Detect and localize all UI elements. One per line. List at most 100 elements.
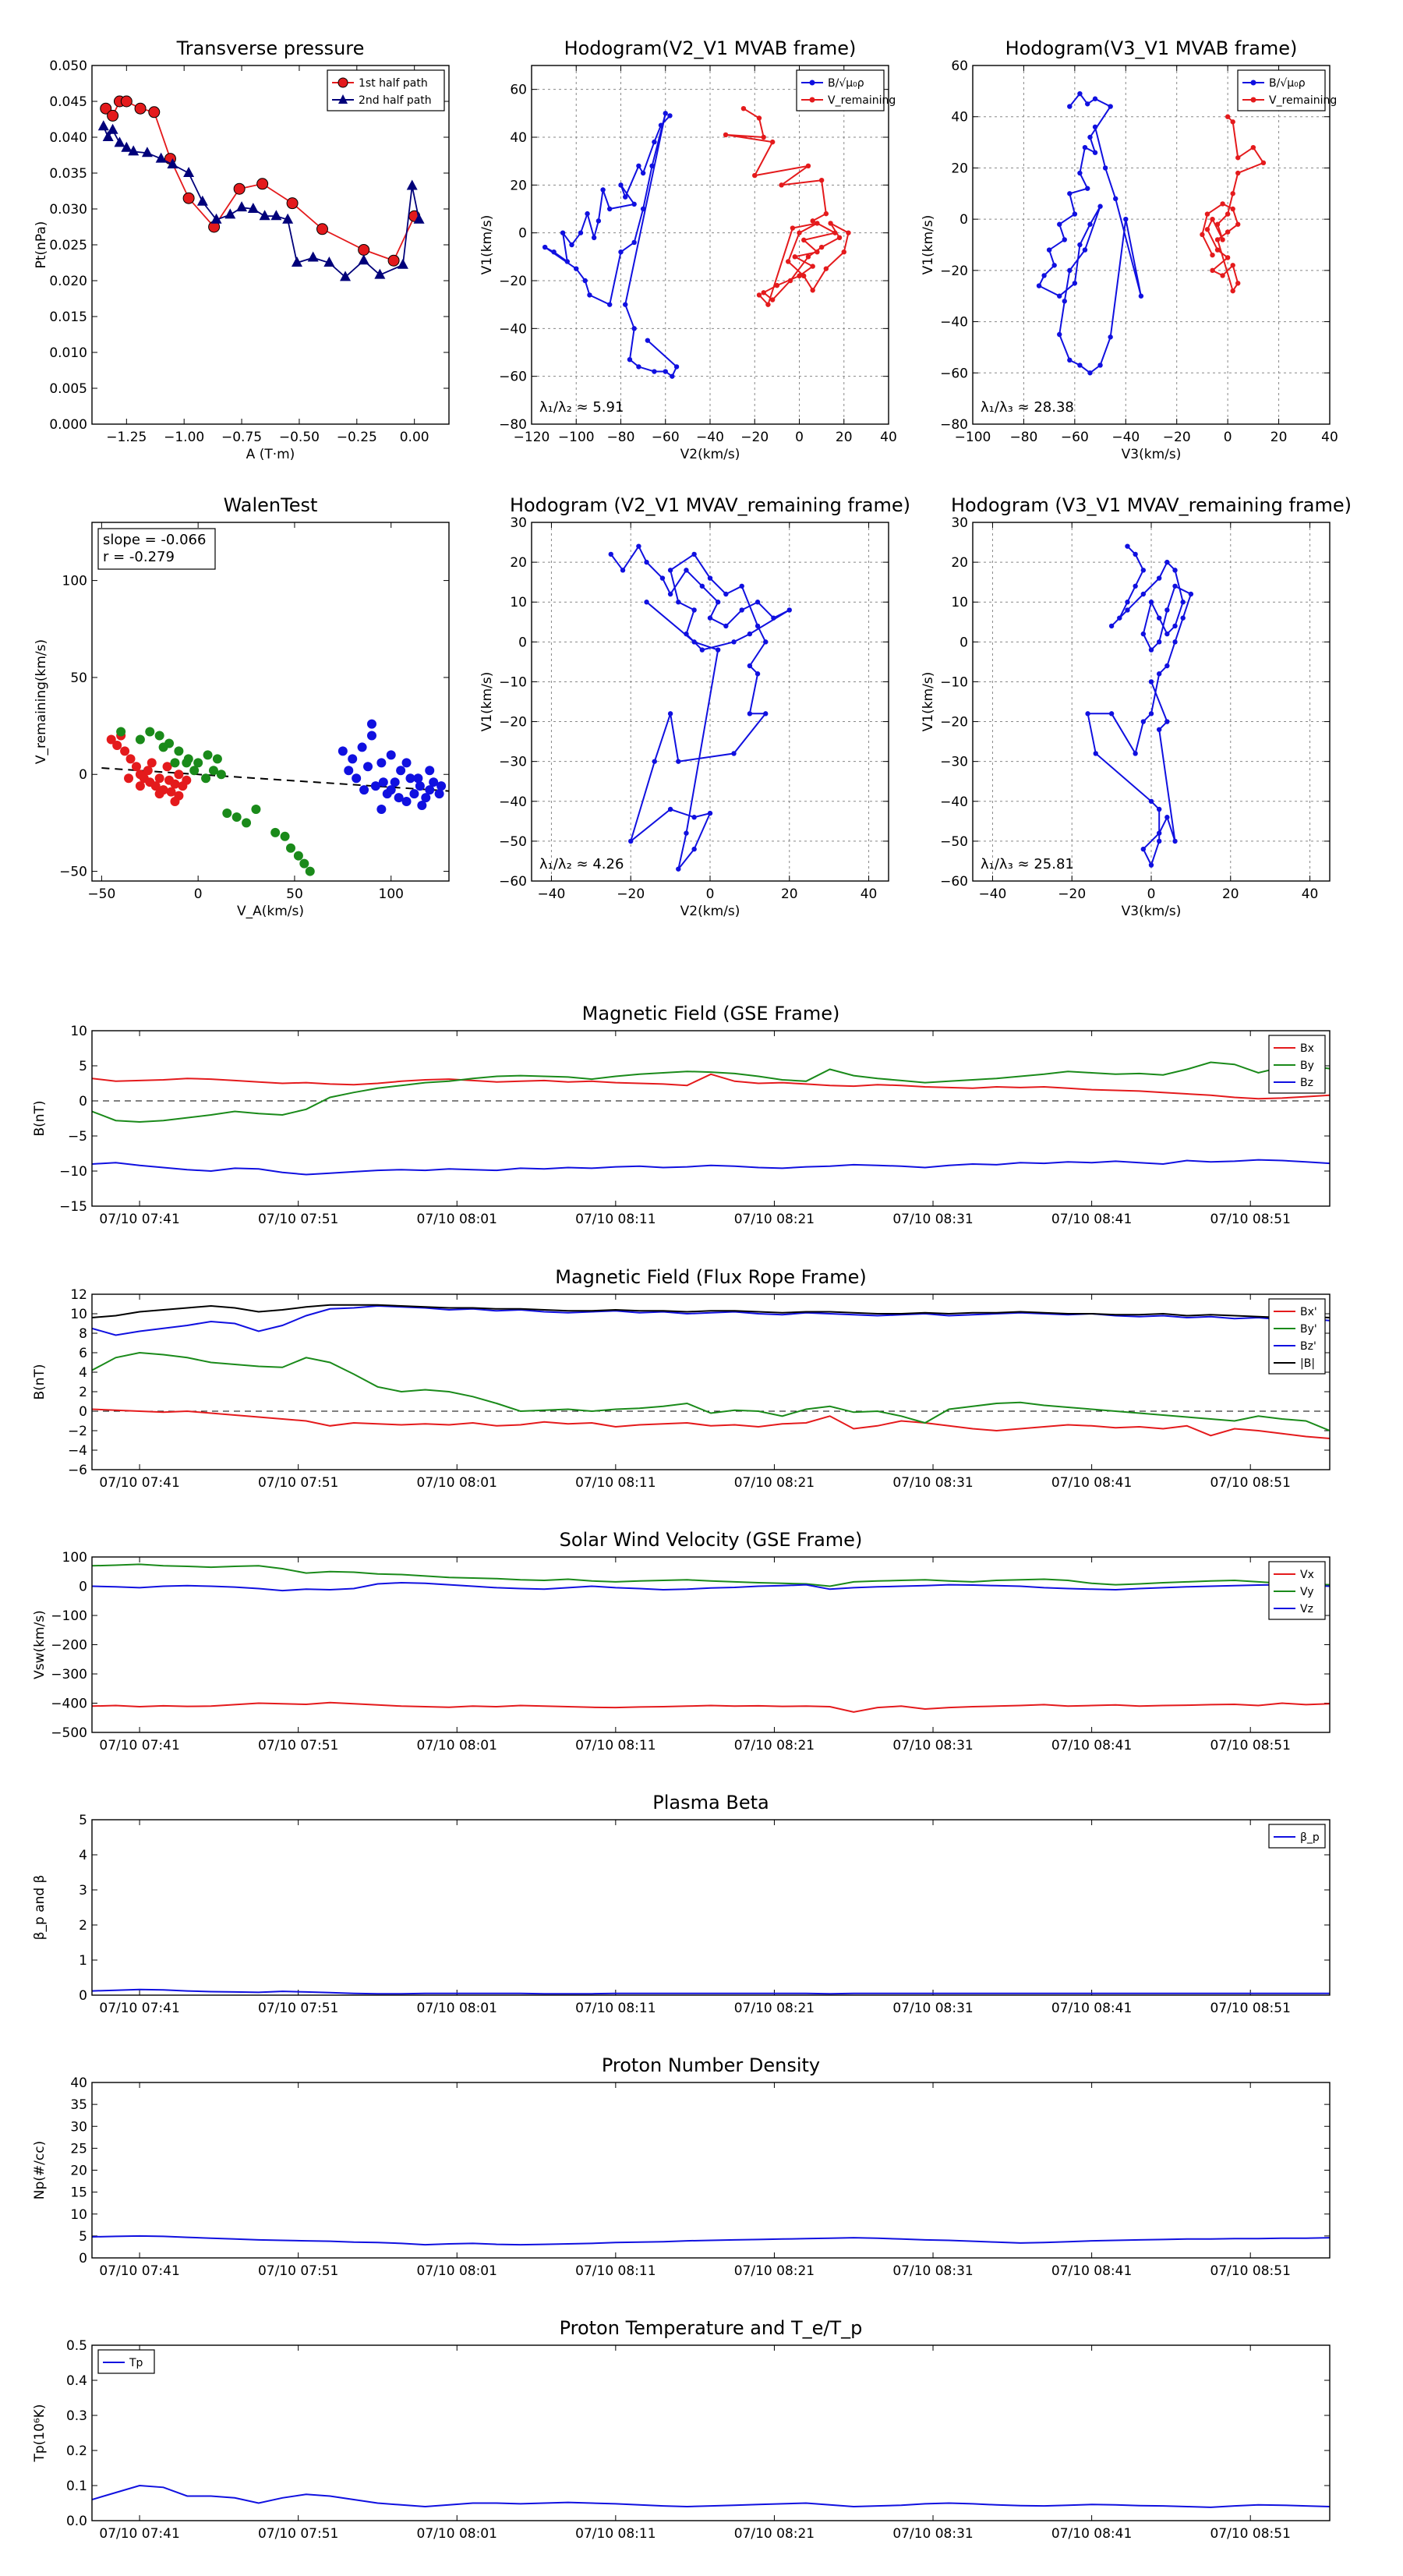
scatter-point bbox=[112, 740, 122, 750]
data-marker bbox=[1164, 663, 1170, 669]
legend-marker bbox=[1250, 80, 1256, 86]
data-marker bbox=[805, 254, 811, 260]
chart-wt: WalenTest −50 0 50 100 −50 0 50 100 V_A(km/s) V_re… bbox=[34, 494, 450, 919]
axes-frame bbox=[972, 522, 1331, 882]
scatter-point bbox=[125, 754, 136, 764]
series--b--line bbox=[92, 1304, 1330, 1319]
data-marker bbox=[755, 623, 761, 629]
data-marker bbox=[114, 136, 125, 147]
data-marker bbox=[707, 575, 713, 581]
legend: B/√μ₀ρ V_remaining bbox=[1237, 69, 1337, 111]
data-marker bbox=[631, 201, 637, 207]
data-marker bbox=[1140, 631, 1147, 637]
data-marker bbox=[1200, 232, 1205, 238]
x-tick-label: 07/10 08:31 bbox=[892, 1738, 973, 1753]
scatter-point bbox=[158, 742, 168, 752]
data-marker bbox=[636, 543, 641, 549]
x-tick-label: 07/10 08:51 bbox=[1210, 1212, 1291, 1227]
x-tick-label: 40 bbox=[861, 886, 878, 902]
scatter-point bbox=[242, 818, 252, 828]
data-marker bbox=[1133, 551, 1138, 557]
data-marker bbox=[128, 145, 140, 156]
y-tick-label: 0 bbox=[79, 1094, 87, 1109]
x-tick-label: 07/10 08:41 bbox=[1051, 2263, 1132, 2279]
scatter-point bbox=[337, 746, 348, 756]
x-tick-label: 07/10 08:31 bbox=[892, 1212, 973, 1227]
data-marker bbox=[1225, 114, 1231, 119]
data-marker bbox=[723, 623, 729, 629]
data-marker bbox=[1123, 216, 1129, 222]
x-axis-label: V3(km/s) bbox=[1122, 904, 1182, 919]
data-marker bbox=[723, 132, 729, 138]
scatter-point bbox=[120, 746, 130, 756]
data-marker bbox=[1097, 203, 1103, 209]
data-marker bbox=[1133, 751, 1138, 756]
series-vy-line bbox=[92, 1563, 1330, 1587]
data-marker bbox=[797, 273, 802, 279]
data-marker bbox=[1067, 104, 1073, 109]
x-tick-label: 07/10 07:51 bbox=[258, 1738, 338, 1753]
data-marker bbox=[1230, 206, 1235, 212]
data-marker bbox=[786, 607, 792, 613]
x-tick-label: 07/10 08:11 bbox=[575, 2526, 656, 2542]
data-marker bbox=[841, 249, 846, 255]
data-marker bbox=[627, 357, 633, 363]
series-b--line bbox=[544, 113, 678, 378]
x-tick-label: 07/10 07:41 bbox=[99, 2526, 179, 2542]
data-marker bbox=[747, 711, 753, 717]
scatter-point bbox=[182, 758, 192, 768]
data-marker bbox=[707, 810, 713, 816]
scatter-point bbox=[366, 731, 376, 741]
data-marker bbox=[823, 266, 829, 271]
axes-frame bbox=[531, 65, 889, 425]
y-tick-label: 0.010 bbox=[49, 345, 87, 361]
scatter-point bbox=[251, 805, 261, 814]
data-marker bbox=[723, 591, 729, 597]
x-tick-label: 07/10 08:01 bbox=[417, 2526, 497, 2542]
series-bz--line bbox=[92, 1304, 1330, 1336]
x-tick-label: −0.75 bbox=[221, 430, 262, 445]
data-marker bbox=[763, 639, 769, 645]
data-marker bbox=[1250, 144, 1256, 150]
y-tick-label: 0 bbox=[518, 226, 527, 242]
plot-area bbox=[92, 1304, 1330, 1440]
data-marker bbox=[316, 223, 328, 235]
legend-box bbox=[1237, 69, 1326, 111]
data-marker bbox=[183, 167, 195, 177]
y-tick-label: −60 bbox=[499, 370, 527, 385]
data-marker bbox=[1072, 211, 1078, 217]
plot-area bbox=[92, 2484, 1330, 2508]
y-tick-label: −40 bbox=[940, 315, 968, 331]
data-marker bbox=[134, 102, 147, 115]
x-axis-label: V_A(km/s) bbox=[237, 904, 304, 919]
data-marker bbox=[1148, 798, 1154, 804]
data-marker bbox=[652, 369, 657, 374]
stats-text: slope = -0.066 bbox=[103, 532, 206, 548]
y-tick-label: −6 bbox=[68, 1463, 87, 1478]
chart-title: Hodogram(V3_V1 MVAB frame) bbox=[1005, 37, 1298, 59]
x-tick-label: −60 bbox=[652, 430, 680, 445]
data-marker bbox=[1204, 227, 1210, 232]
chart-beta: Plasma Beta 07/10 07:41 07/10 07:51 07/10 0… bbox=[32, 1792, 1331, 2016]
data-marker bbox=[801, 237, 807, 243]
y-tick-label: 60 bbox=[951, 58, 968, 74]
scatter-point bbox=[154, 789, 164, 799]
data-marker bbox=[618, 182, 624, 188]
x-tick-label: 07/10 08:51 bbox=[1210, 2001, 1291, 2016]
y-tick-label: 4 bbox=[79, 1848, 87, 1863]
scatter-point bbox=[143, 766, 153, 776]
y-tick-label: 8 bbox=[79, 1326, 87, 1342]
series-by-line bbox=[92, 1061, 1330, 1123]
ratio-annotation: λ₁/λ₃ ≈ 28.38 bbox=[981, 399, 1074, 416]
scatter-point bbox=[216, 770, 226, 780]
data-marker bbox=[1108, 104, 1113, 109]
y-tick-label: 0.0 bbox=[66, 2514, 87, 2529]
fit-line bbox=[101, 767, 449, 792]
data-marker bbox=[620, 568, 626, 573]
data-marker bbox=[1220, 273, 1225, 278]
x-tick-label: −20 bbox=[1163, 430, 1191, 445]
data-marker bbox=[731, 751, 737, 756]
data-marker bbox=[1041, 273, 1047, 278]
data-marker bbox=[667, 711, 673, 717]
